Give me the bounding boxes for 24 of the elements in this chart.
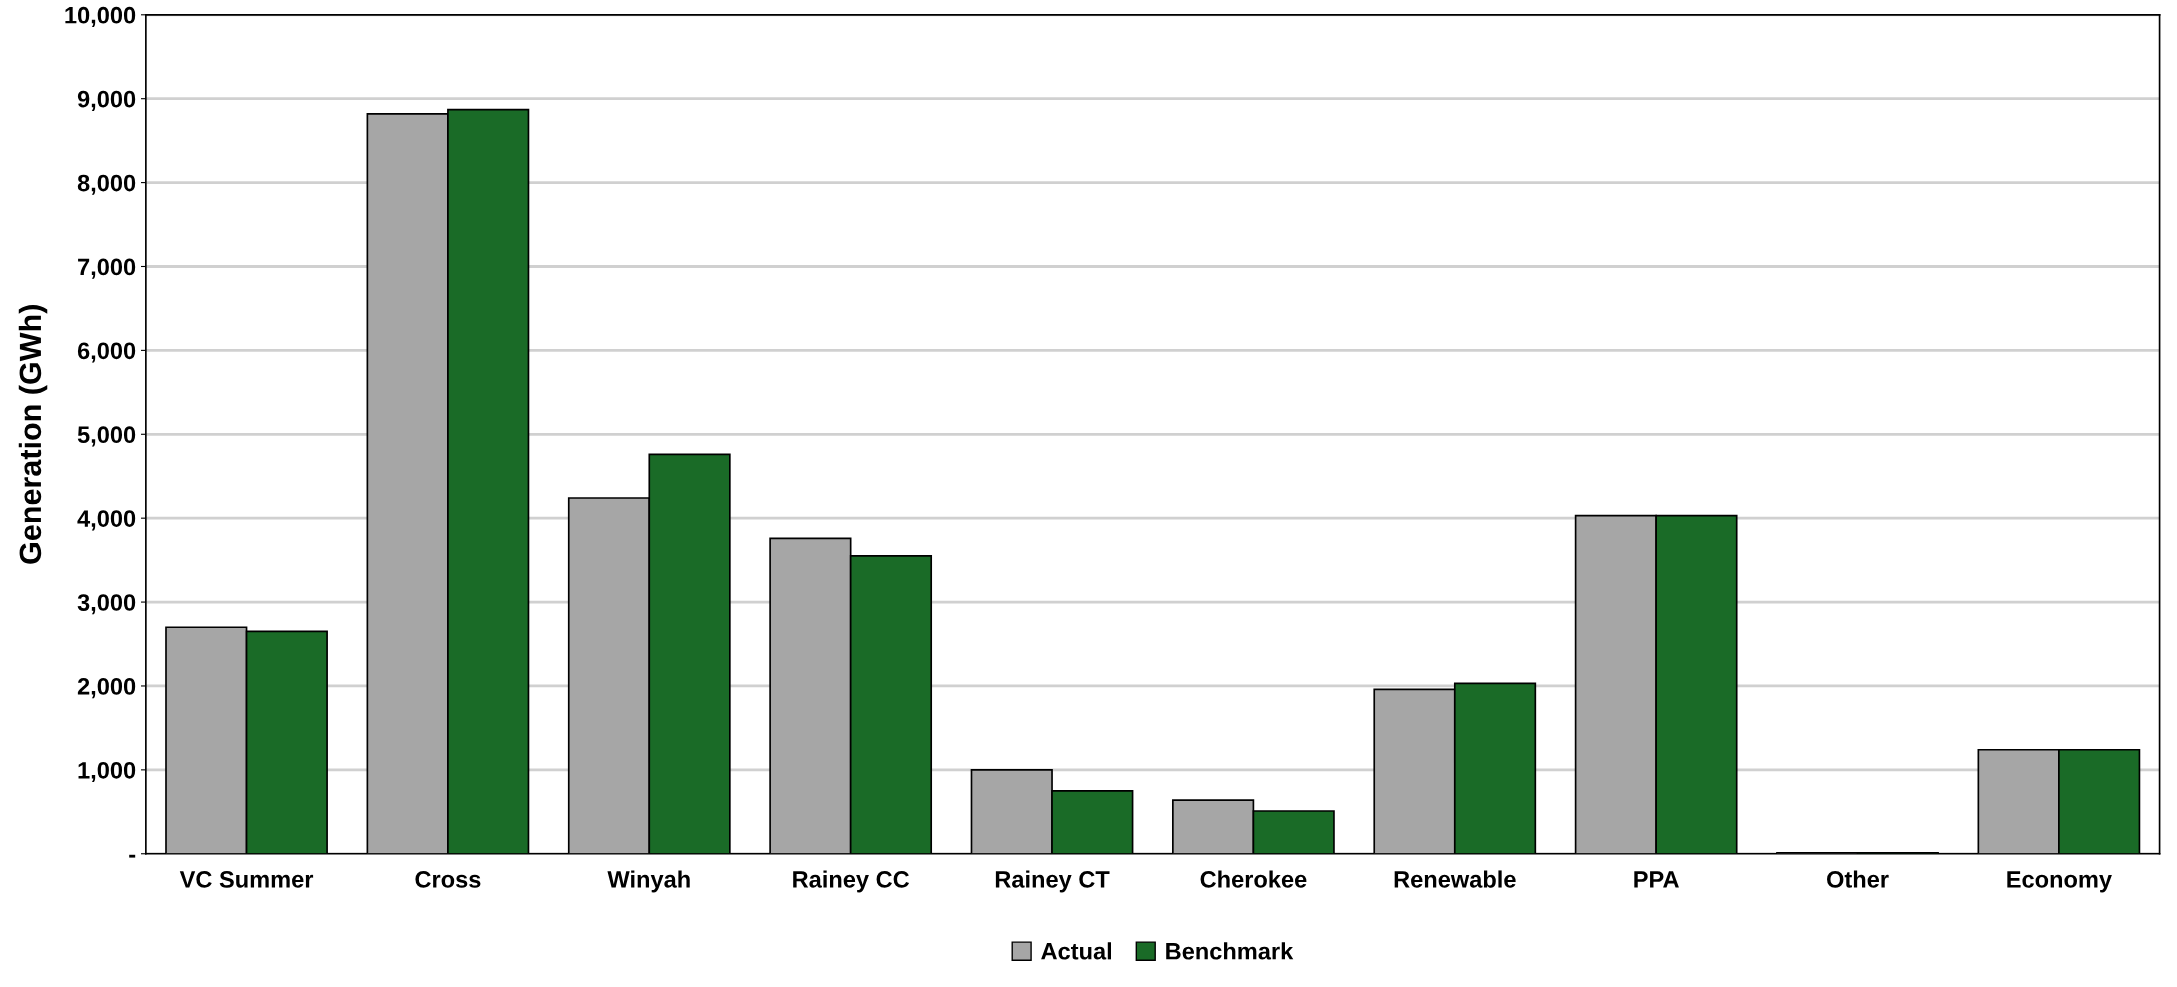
y-tick-label: 6,000 (77, 342, 136, 363)
legend-label: Benchmark (1166, 942, 1294, 960)
legend-label: Actual (1041, 942, 1112, 960)
x-tick-label: Cherokee (1200, 870, 1307, 888)
y-tick-label: 2,000 (77, 678, 136, 699)
x-tick-label: Renewable (1394, 870, 1516, 888)
y-tick-label: 8,000 (77, 174, 136, 195)
y-tick-label: 4,000 (77, 510, 136, 531)
y-tick-label: 1,000 (78, 761, 136, 783)
y-tick-label: 5,000 (77, 426, 136, 447)
y-tick-label: - (129, 854, 136, 858)
y-tick-label: 9,000 (77, 90, 136, 111)
x-tick-label: Rainey CT (995, 870, 1110, 893)
x-tick-label: Winyah (607, 870, 690, 893)
x-tick-label: Economy (2007, 871, 2112, 893)
y-axis-title: Generation (GWh) (18, 305, 48, 564)
x-tick-label: VC Summer (179, 871, 314, 888)
x-tick-label: Rainey CC (793, 870, 910, 893)
x-tick-label: PPA (1634, 871, 1679, 888)
y-tick-label: 7,000 (78, 258, 136, 279)
x-tick-label: Other (1827, 870, 1889, 888)
y-tick-label: 3,000 (77, 594, 136, 615)
x-tick-label: Cross (415, 871, 481, 888)
y-tick-label: 10,000 (65, 6, 136, 28)
